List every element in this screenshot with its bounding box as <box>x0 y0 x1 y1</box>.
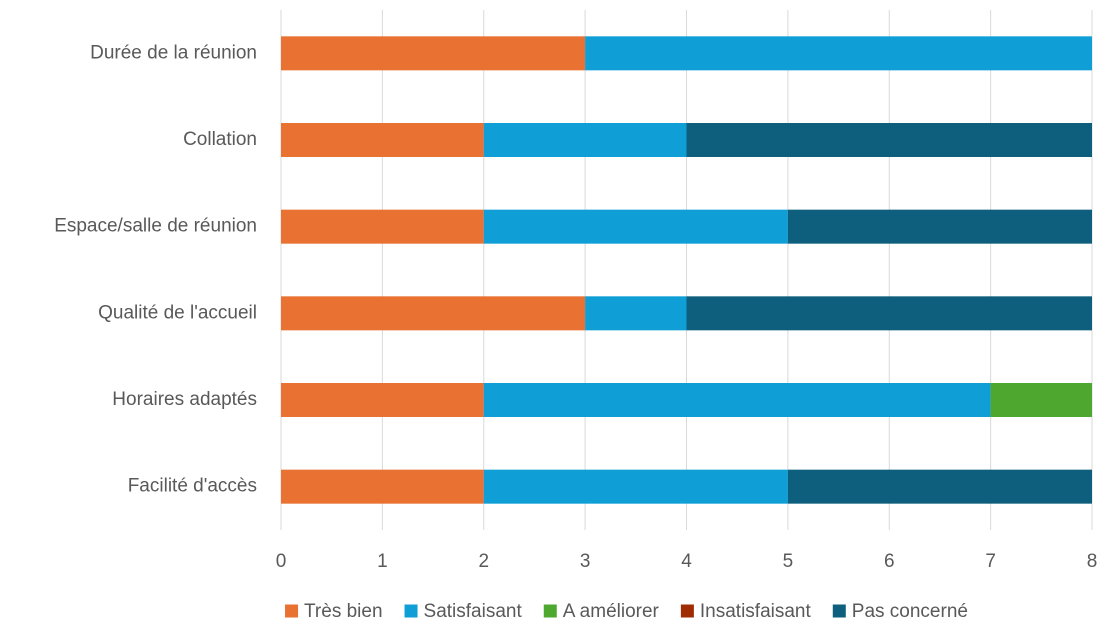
legend-swatch <box>285 604 299 618</box>
bar-segment <box>686 123 1092 157</box>
bar-segment <box>281 36 586 71</box>
bar-segment <box>585 36 1092 71</box>
x-tick-label: 3 <box>580 551 591 572</box>
x-tick-label: 1 <box>377 551 388 572</box>
bar-segment <box>483 123 687 157</box>
x-tick-label: 8 <box>1087 551 1098 572</box>
category-label: Collation <box>183 129 257 150</box>
legend-label: Très bien <box>304 601 383 622</box>
bar-segment <box>483 383 991 417</box>
legend: Très bien Satisfaisant A améliorer Insatisf… <box>285 601 968 622</box>
x-axis-ticks: 0 1 2 3 4 5 6 7 8 <box>276 551 1098 572</box>
bar-segment <box>281 209 484 244</box>
legend-label: Pas concerné <box>852 601 968 622</box>
legend-label: Insatisfaisant <box>700 601 812 622</box>
x-tick-label: 4 <box>681 551 692 572</box>
legend-item: Pas concerné <box>832 601 968 622</box>
bar-segment <box>281 123 484 157</box>
bar-segment <box>787 209 1092 244</box>
legend-item: Très bien <box>285 601 383 622</box>
x-tick-label: 7 <box>985 551 996 572</box>
bar-segment <box>281 383 484 417</box>
category-label: Qualité de l'accueil <box>98 302 257 323</box>
bars <box>281 36 1092 504</box>
category-label: Espace/salle de réunion <box>54 216 257 237</box>
legend-label: A améliorer <box>563 601 660 622</box>
x-tick-label: 6 <box>884 551 895 572</box>
x-tick-label: 2 <box>478 551 489 572</box>
bar-segment <box>686 296 1092 331</box>
legend-label: Satisfaisant <box>424 601 523 622</box>
category-label: Durée de la réunion <box>90 42 257 63</box>
x-tick-label: 5 <box>783 551 794 572</box>
bar-segment <box>483 209 788 244</box>
legend-item: A améliorer <box>543 601 660 622</box>
bar-segment <box>483 469 788 504</box>
bar-segment <box>990 383 1092 417</box>
category-label: Horaires adaptés <box>112 389 257 410</box>
category-label: Facilité d'accès <box>128 476 257 497</box>
legend-swatch <box>404 604 418 618</box>
legend-item: Satisfaisant <box>404 601 523 622</box>
x-tick-label: 0 <box>276 551 287 572</box>
legend-item: Insatisfaisant <box>680 601 812 622</box>
bar-segment <box>281 469 484 504</box>
category-labels: Durée de la réunion Collation Espace/salle… <box>54 42 257 496</box>
legend-swatch <box>832 604 846 618</box>
bar-segment <box>585 296 687 331</box>
legend-swatch <box>543 604 557 618</box>
bar-segment <box>281 296 586 331</box>
gridlines <box>280 10 1093 530</box>
legend-swatch <box>680 604 694 618</box>
bar-segment <box>787 469 1092 504</box>
